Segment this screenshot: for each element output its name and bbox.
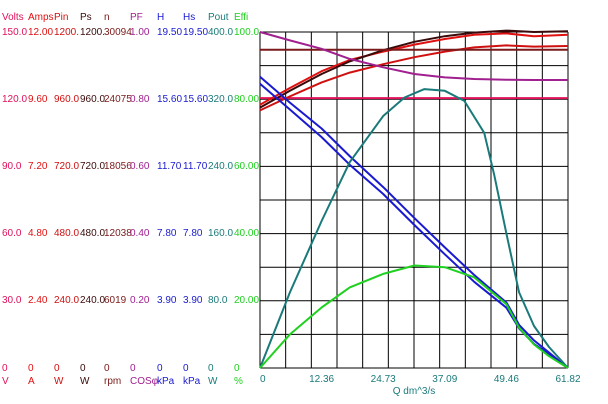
x-tick-label: 24.73 — [371, 374, 396, 385]
y-tick-label: 320.0 — [208, 94, 234, 105]
y-tick-label: 7.20 — [28, 161, 48, 172]
y-tick-label: 0.80 — [130, 94, 150, 105]
x-tick-label: 49.46 — [494, 374, 519, 385]
y-tick-label: 3.90 — [157, 295, 177, 306]
series-line-1 — [259, 32, 569, 106]
y-tick-label: 720.0 — [54, 161, 80, 172]
y-tick-label: 400.0 — [208, 27, 234, 38]
y-axis-name-volts: Volts — [2, 12, 24, 23]
y-tick-label: 3.90 — [183, 295, 203, 306]
y-tick-label: 60.00 — [234, 161, 260, 172]
y-tick-label: 30094 — [104, 27, 132, 38]
y-axis-unit-pout: W — [208, 376, 218, 387]
y-tick-label: 240.0 — [80, 295, 106, 306]
series-line-4 — [259, 29, 569, 109]
y-tick-label: 0 — [80, 363, 86, 374]
y-tick-label: 40.00 — [234, 228, 260, 239]
y-tick-label: 30.0 — [2, 295, 22, 306]
y-tick-label: 11.70 — [183, 161, 208, 172]
y-tick-label: 720.0 — [80, 161, 106, 172]
x-tick-label: 61.82 — [555, 374, 580, 385]
y-tick-label: 0.60 — [130, 161, 150, 172]
y-axis-unit-pf: COSφ — [130, 376, 159, 387]
y-tick-label: 6019 — [104, 295, 127, 306]
x-tick-label: 12.36 — [309, 374, 334, 385]
y-tick-label: 480.0 — [54, 228, 80, 239]
y-tick-label: 0 — [234, 363, 240, 374]
y-tick-label: 0 — [28, 363, 34, 374]
y-tick-label: 0.20 — [130, 295, 150, 306]
y-tick-label: 15.60 — [157, 94, 183, 105]
y-tick-label: 1200. — [80, 27, 106, 38]
y-tick-label: 1200. — [54, 27, 80, 38]
y-axis-name-h: H — [157, 12, 165, 23]
y-tick-label: 0 — [183, 363, 189, 374]
y-tick-label: 160.0 — [208, 228, 234, 239]
y-tick-label: 960.0 — [54, 94, 80, 105]
y-tick-label: 60.0 — [2, 228, 22, 239]
y-tick-label: 1.00 — [130, 27, 150, 38]
y-tick-label: 11.70 — [157, 161, 182, 172]
y-tick-label: 0 — [2, 363, 8, 374]
y-tick-label: 0 — [157, 363, 163, 374]
y-tick-label: 80.00 — [234, 94, 260, 105]
y-axis-unit-ps: W — [80, 376, 90, 387]
series-line-10 — [259, 264, 569, 369]
y-axis-name-n: n — [104, 12, 110, 23]
x-axis-label: Q dm^3/s — [393, 386, 435, 397]
y-axis-name-ps: Ps — [80, 12, 92, 23]
y-tick-label: 480.0 — [80, 228, 106, 239]
y-axis-unit-h: kPa — [157, 376, 175, 387]
y-tick-label: 80.0 — [208, 295, 228, 306]
y-tick-label: 15.60 — [183, 94, 209, 105]
y-tick-label: 120.0 — [2, 94, 28, 105]
y-tick-label: 100.0 — [234, 27, 260, 38]
y-axis-unit-amps: A — [28, 376, 35, 387]
y-tick-label: 24075 — [104, 94, 132, 105]
series-line-9 — [259, 88, 569, 369]
y-tick-label: 90.0 — [2, 161, 22, 172]
y-axis-name-effi: Effi — [234, 12, 249, 23]
y-tick-label: 960.0 — [80, 94, 106, 105]
y-tick-label: 150.0 — [2, 27, 28, 38]
y-axis-name-pf: PF — [130, 12, 143, 23]
y-axis-unit-n: rpm — [104, 376, 122, 387]
x-tick-label: 37.09 — [432, 374, 457, 385]
y-tick-label: 2.40 — [28, 295, 48, 306]
y-tick-label: 7.80 — [157, 228, 177, 239]
y-tick-label: 7.80 — [183, 228, 203, 239]
y-axis-name-pout: Pout — [208, 12, 229, 23]
y-tick-label: 0 — [104, 363, 110, 374]
y-axis-unit-pin: W — [54, 376, 64, 387]
y-tick-label: 0 — [208, 363, 214, 374]
y-axis-panel: Volts 150.0 120.0 90.0 60.0 30.0 0 V Amps 12.00 9.… — [0, 0, 260, 404]
y-axis-unit-volts: V — [2, 376, 9, 387]
y-tick-label: 0 — [130, 363, 136, 374]
y-tick-label: 0.40 — [130, 228, 150, 239]
y-axis-unit-effi: % — [234, 376, 243, 387]
y-tick-label: 12.00 — [28, 27, 54, 38]
y-tick-label: 240.0 — [54, 295, 80, 306]
y-axis-unit-hs: kPa — [183, 376, 201, 387]
y-axis-name-hs: Hs — [183, 12, 196, 23]
y-axis-name-amps: Amps — [28, 12, 54, 23]
y-tick-label: 19.50 — [157, 27, 183, 38]
y-tick-label: 0 — [54, 363, 60, 374]
series-line-6 — [259, 31, 568, 81]
series-line-2 — [259, 44, 569, 112]
y-tick-label: 19.50 — [183, 27, 209, 38]
x-tick-label: 0 — [260, 374, 266, 385]
y-tick-label: 240.0 — [208, 161, 234, 172]
y-tick-label: 20.00 — [234, 295, 260, 306]
y-tick-label: 12038 — [104, 228, 132, 239]
y-tick-label: 18056 — [104, 161, 132, 172]
y-tick-label: 9.60 — [28, 94, 48, 105]
y-tick-label: 4.80 — [28, 228, 48, 239]
series-line-7 — [259, 76, 569, 369]
y-axis-name-pin: Pin — [54, 12, 69, 23]
